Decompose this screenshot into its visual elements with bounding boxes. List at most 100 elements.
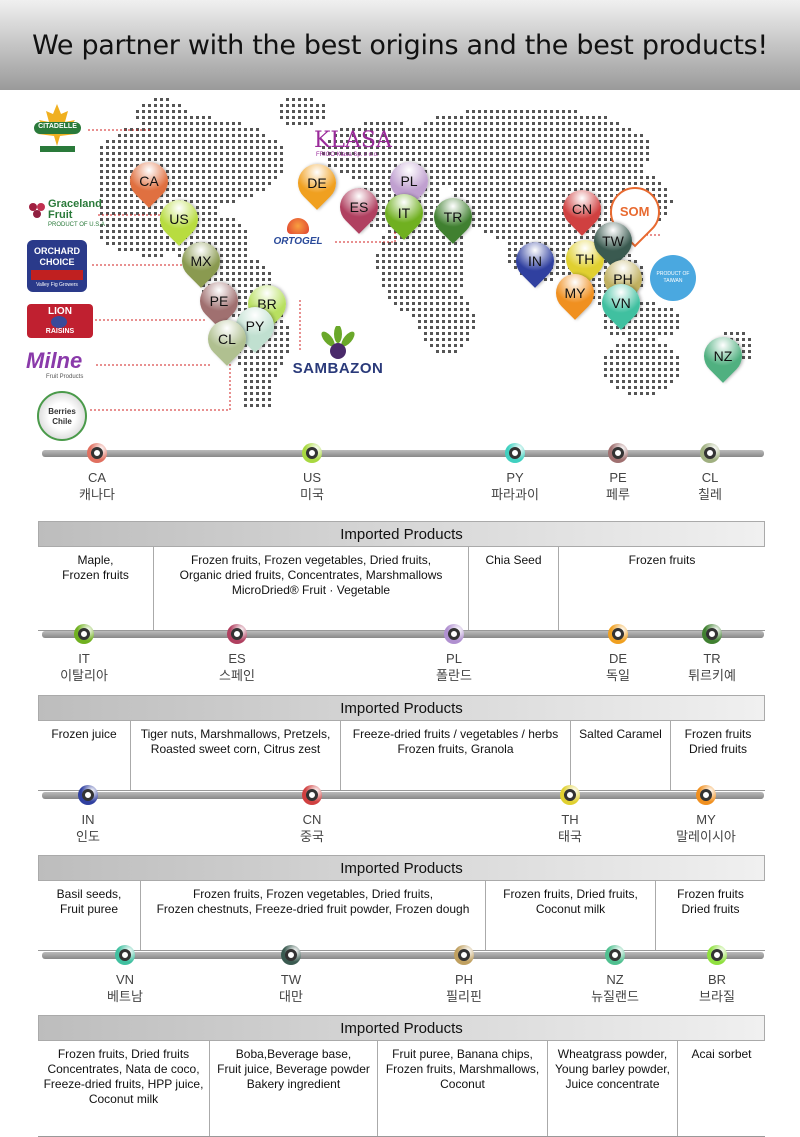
timeline-dot-py bbox=[505, 443, 525, 463]
timeline-dot-th bbox=[560, 785, 580, 805]
product-cell: Tiger nuts, Marshmallows, Pretzels, Roas… bbox=[131, 721, 341, 790]
products-row: Frozen fruits, Dried fruits Concentrates… bbox=[38, 1041, 765, 1137]
country-timeline bbox=[42, 631, 764, 638]
imported-products-header: Imported Products bbox=[38, 521, 765, 547]
map-pin-label: IT bbox=[397, 205, 411, 221]
map-pin-label: VN bbox=[611, 295, 631, 311]
country-name: 대만 bbox=[279, 989, 303, 1004]
country-name: 칠레 bbox=[698, 487, 722, 502]
country-code: TW bbox=[280, 972, 302, 987]
map-pin-label: DE bbox=[307, 175, 327, 191]
orchard-choice-logo: ORCHARD CHOICE Valley Fig Growers bbox=[27, 240, 87, 292]
imported-products-header: Imported Products bbox=[38, 1015, 765, 1041]
taiwan-logo: PRODUCT OF TAIWAN bbox=[650, 255, 696, 301]
country-name: 뉴질랜드 bbox=[591, 989, 639, 1004]
product-cell: Frozen fruits, Dried fruits, Coconut mil… bbox=[486, 881, 656, 950]
country-timeline bbox=[42, 450, 764, 457]
sambazon-logo: SAMBAZON bbox=[290, 326, 386, 378]
timeline-dot-in bbox=[78, 785, 98, 805]
product-cell: Salted Caramel bbox=[571, 721, 671, 790]
country-code: ES bbox=[228, 651, 246, 666]
country-code: IT bbox=[78, 651, 90, 666]
imported-products-header: Imported Products bbox=[38, 855, 765, 881]
timeline-dot-ph bbox=[454, 945, 474, 965]
country-code: PL bbox=[446, 651, 462, 666]
map-pin-tr: TR bbox=[426, 190, 480, 244]
country-code: IN bbox=[81, 812, 95, 827]
map-pin-nz: NZ bbox=[696, 329, 750, 383]
products-row: Maple, Frozen fruits Frozen fruits, Froze… bbox=[38, 547, 765, 631]
product-cell: Boba,Beverage base, Fruit juice, Beverag… bbox=[210, 1041, 378, 1136]
citadelle-logo: CITADELLE bbox=[30, 102, 85, 158]
country-code: CA bbox=[87, 470, 107, 485]
lion-subtitle: RAISINS bbox=[45, 328, 75, 335]
map-pin-de: DE bbox=[290, 156, 344, 210]
map-pin-label: MY bbox=[564, 285, 586, 301]
country-code: CL bbox=[701, 470, 719, 485]
imported-products-table: Imported Products Frozen juice Tiger nuts,… bbox=[38, 695, 765, 791]
ortogel-text: ORTOGEL bbox=[273, 236, 323, 247]
country-name: 인도 bbox=[76, 829, 100, 844]
imported-products-table: Imported Products Basil seeds, Fruit pure… bbox=[38, 855, 765, 951]
orange-icon bbox=[287, 218, 309, 234]
taiwan-text: PRODUCT OF TAIWAN bbox=[656, 271, 690, 284]
map-pin-vn: VN bbox=[594, 276, 648, 330]
map-pin-label: MX bbox=[190, 253, 212, 269]
acai-leaf-icon bbox=[321, 326, 355, 359]
country-name: 중국 bbox=[300, 829, 324, 844]
product-cell: Fruit puree, Banana chips, Frozen fruits… bbox=[378, 1041, 548, 1136]
som-text: SOM bbox=[619, 204, 650, 220]
map-pin-my: MY bbox=[548, 266, 602, 320]
orchard-banner bbox=[31, 270, 83, 280]
country-name: 폴란드 bbox=[436, 668, 472, 683]
country-code: TR bbox=[703, 651, 721, 666]
map-pin-label: TR bbox=[443, 209, 463, 225]
map-pin-cl: CL bbox=[200, 312, 254, 366]
map-pin-label: TW bbox=[602, 233, 624, 249]
klasa-title: KLASA bbox=[314, 128, 392, 153]
country-code: PY bbox=[506, 470, 524, 485]
imported-products-table: Imported Products Maple, Frozen fruits Fro… bbox=[38, 521, 765, 631]
product-cell: Freeze-dried fruits / vegetables / herbs… bbox=[341, 721, 571, 790]
ortogel-logo: ORTOGEL bbox=[266, 218, 330, 250]
timeline-dot-es bbox=[227, 624, 247, 644]
timeline-dot-it bbox=[74, 624, 94, 644]
map-pin-label: US bbox=[169, 211, 189, 227]
country-name: 페루 bbox=[606, 487, 630, 502]
timeline-dot-cl bbox=[700, 443, 720, 463]
product-cell: Acai sorbet bbox=[691, 1047, 752, 1061]
country-code: NZ bbox=[606, 972, 624, 987]
sambazon-text: SAMBAZON bbox=[292, 360, 384, 377]
lion-raisins-logo: LION RAISINS bbox=[27, 304, 93, 338]
map-pin-label: CL bbox=[218, 331, 236, 347]
country-name: 캐나다 bbox=[79, 487, 115, 502]
product-cell: Basil seeds, Fruit puree bbox=[38, 881, 141, 950]
timeline-dot-de bbox=[608, 624, 628, 644]
map-pin-label: PE bbox=[209, 293, 229, 309]
country-code: CN bbox=[302, 812, 322, 827]
graceland-origin: PRODUCT OF U.S.A bbox=[48, 222, 105, 228]
orchard-title: ORCHARD bbox=[34, 246, 80, 256]
country-name: 스페인 bbox=[219, 668, 255, 683]
product-cell: Frozen fruits, Frozen vegetables, Dried … bbox=[141, 881, 486, 950]
timeline-dot-tw bbox=[281, 945, 301, 965]
berries-chile-logo: Berries Chile bbox=[37, 391, 87, 441]
imported-products-header: Imported Products bbox=[38, 695, 765, 721]
timeline-dot-tr bbox=[702, 624, 722, 644]
country-timeline bbox=[42, 792, 764, 799]
lion-title: LION bbox=[48, 306, 72, 317]
country-name: 미국 bbox=[300, 487, 324, 502]
map-pin-label: CA bbox=[139, 173, 159, 189]
country-name: 브라질 bbox=[699, 989, 735, 1004]
map-pin-label: ES bbox=[349, 199, 369, 215]
graceland-title: Graceland bbox=[48, 198, 102, 210]
timeline-dot-vn bbox=[115, 945, 135, 965]
map-pin-es: ES bbox=[332, 180, 386, 234]
grape-icon bbox=[29, 203, 45, 218]
country-name: 베트남 bbox=[107, 989, 143, 1004]
timeline-dot-my bbox=[696, 785, 716, 805]
country-code: VN bbox=[115, 972, 135, 987]
product-cell: Wheatgrass powder, Young barley powder, … bbox=[548, 1041, 678, 1136]
map-pin-label: IN bbox=[528, 253, 542, 269]
product-cell: Frozen fruits, Frozen vegetables, Dried … bbox=[154, 547, 469, 630]
